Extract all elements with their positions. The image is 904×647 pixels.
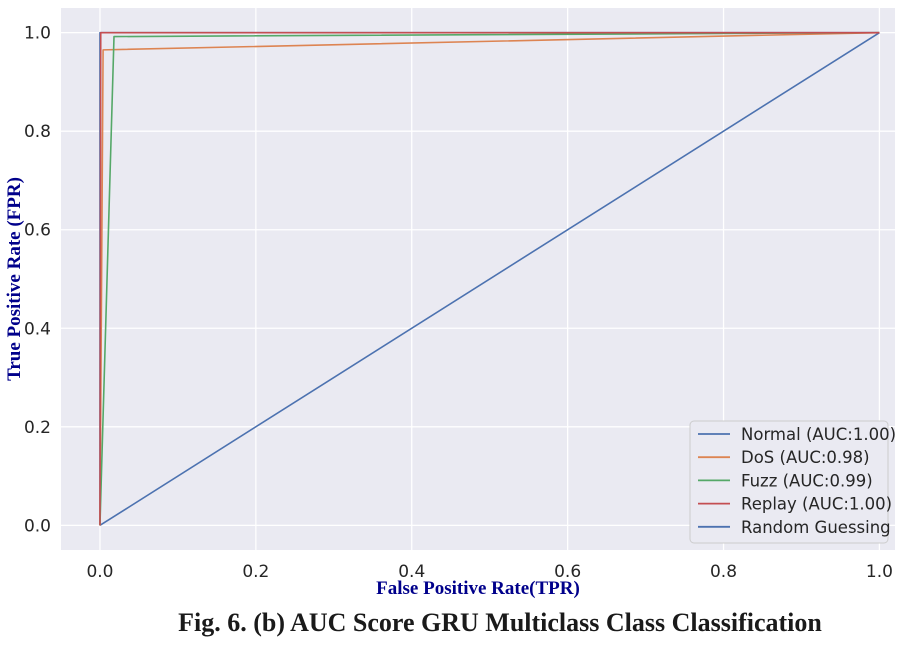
y-tick-label: 0.4 (24, 319, 51, 339)
y-tick-label: 0.2 (24, 418, 51, 438)
x-axis-label: False Positive Rate(TPR) (376, 578, 580, 599)
legend-label: Replay (AUC:1.00) (741, 495, 892, 514)
caption-text: Fig. 6. (b) AUC Score GRU Multiclass Cla… (178, 608, 822, 637)
tick-labels: 0.0 0.2 0.4 0.6 0.8 1.0 0.0 0.2 0.4 0.6 0.8 1.0 (24, 24, 893, 582)
y-tick-label: 1.0 (24, 24, 51, 44)
grid (61, 8, 895, 550)
series-line-2 (99, 31, 880, 526)
y-tick-label: 0.8 (24, 122, 51, 142)
x-tick-label: 1.0 (866, 562, 893, 582)
legend-label: Fuzz (AUC:0.99) (741, 471, 873, 490)
figure-caption: Fig. 6. (b) AUC Score GRU Multiclass Cla… (0, 608, 904, 638)
x-tick-label: 0.0 (86, 562, 113, 582)
legend: Normal (AUC:1.00) DoS (AUC:0.98) Fuzz (AUC… (689, 420, 896, 544)
x-tick-label: 0.8 (710, 562, 737, 582)
series-layer (99, 31, 880, 527)
series-line-4 (99, 31, 880, 527)
legend-box (689, 420, 889, 544)
y-axis-label: True Positive Rate (FPR) (4, 177, 25, 381)
legend-label: Normal (AUC:1.00) (741, 425, 896, 444)
legend-label: Random Guessing (741, 518, 891, 537)
y-tick-label: 0.6 (24, 221, 51, 241)
series-line-3 (99, 31, 880, 526)
x-tick-label: 0.4 (398, 562, 425, 582)
roc-chart: 0.0 0.2 0.4 0.6 0.8 1.0 0.0 0.2 0.4 0.6 0.8 1.0 Fal… (4, 8, 896, 599)
legend-label: DoS (AUC:0.98) (741, 448, 870, 467)
y-tick-label: 0.0 (24, 516, 51, 536)
x-tick-label: 0.6 (554, 562, 581, 582)
x-tick-label: 0.2 (242, 562, 269, 582)
